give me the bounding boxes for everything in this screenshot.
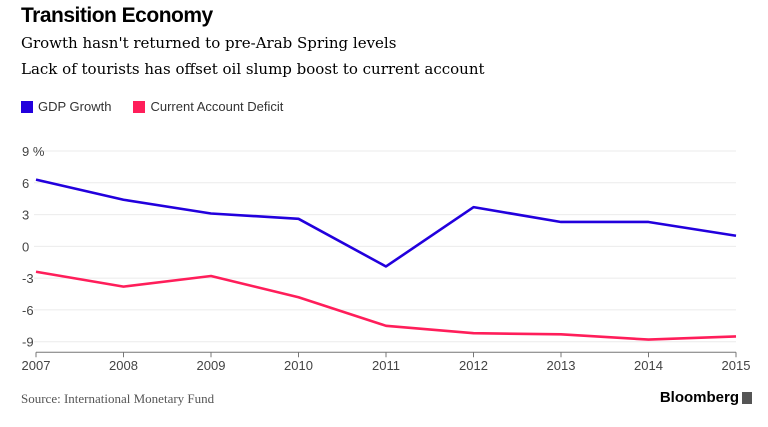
- y-tick-label: -3: [22, 271, 34, 286]
- y-tick-label: -6: [22, 303, 34, 318]
- legend-swatch: [133, 100, 146, 113]
- chart-subtitle-1: Growth hasn't returned to pre-Arab Sprin…: [21, 34, 397, 52]
- legend: GDP Growth Current Account Deficit: [21, 99, 283, 114]
- y-tick-label: 6: [22, 176, 29, 191]
- legend-label: GDP Growth: [38, 99, 112, 114]
- series-line-current-account-deficit: [35, 270, 737, 341]
- legend-item-cad: Current Account Deficit: [133, 99, 283, 114]
- x-tick-label: 2014: [634, 358, 663, 373]
- x-tick-label: 2007: [22, 358, 51, 373]
- y-tick-label: 0: [22, 239, 29, 254]
- x-tick-label: 2008: [109, 358, 138, 373]
- series-line-gdp-growth: [35, 178, 737, 268]
- x-tick-label: 2011: [372, 358, 400, 373]
- x-tick-label: 2015: [722, 358, 751, 373]
- x-tick-label: 2013: [547, 358, 576, 373]
- legend-item-gdp: GDP Growth: [21, 99, 111, 114]
- chart-logo-icon: [742, 391, 752, 404]
- y-tick-label: 9 %: [22, 144, 45, 159]
- x-tick-label: 2010: [284, 358, 313, 373]
- y-tick-label: 3: [22, 208, 29, 223]
- brand-name: Bloomberg: [659, 389, 739, 406]
- y-tick-label: -9: [22, 335, 34, 350]
- bloomberg-logo: Bloomberg: [660, 389, 752, 406]
- chart-subtitle-2: Lack of tourists has offset oil slump bo…: [21, 60, 485, 78]
- x-tick-label: 2012: [459, 358, 488, 373]
- legend-swatch: [21, 100, 33, 113]
- x-tick-label: 2009: [197, 358, 226, 373]
- source-note: Source: International Monetary Fund: [21, 391, 215, 406]
- chart-title: Transition Economy: [21, 4, 213, 27]
- legend-label: Current Account Deficit: [150, 99, 284, 114]
